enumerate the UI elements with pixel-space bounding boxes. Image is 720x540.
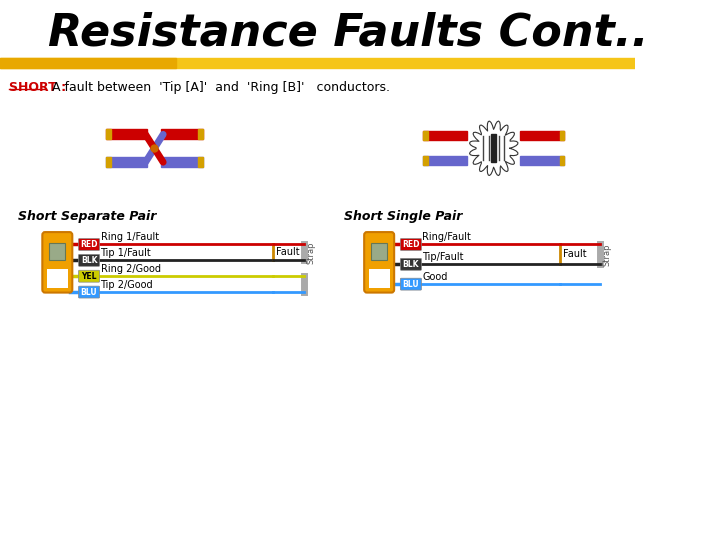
Bar — [423, 131, 428, 140]
Bar — [560, 156, 564, 165]
Text: YEL: YEL — [81, 272, 96, 281]
Text: Fault: Fault — [562, 249, 586, 259]
Bar — [106, 130, 111, 139]
FancyBboxPatch shape — [78, 239, 99, 251]
FancyBboxPatch shape — [78, 254, 99, 266]
Bar — [49, 243, 66, 260]
Bar — [423, 156, 467, 165]
Bar — [106, 157, 111, 167]
Text: Good: Good — [423, 272, 448, 282]
Text: Short Single Pair: Short Single Pair — [344, 210, 462, 222]
Bar — [521, 156, 564, 165]
Text: Strap: Strap — [307, 241, 316, 264]
Bar — [560, 131, 564, 140]
Polygon shape — [469, 121, 518, 176]
Bar — [371, 243, 387, 260]
Text: RED: RED — [402, 240, 420, 249]
Text: Tip/Fault: Tip/Fault — [423, 252, 464, 262]
Text: BLK: BLK — [402, 260, 419, 269]
FancyBboxPatch shape — [400, 239, 421, 251]
Text: Ring 2/Good: Ring 2/Good — [101, 264, 161, 274]
Bar — [47, 268, 68, 288]
Bar — [106, 157, 148, 167]
Text: Tip 2/Good: Tip 2/Good — [101, 280, 153, 290]
Text: RED: RED — [81, 240, 98, 249]
Text: BLU: BLU — [402, 280, 419, 289]
Text: Tip 1/Fault: Tip 1/Fault — [101, 248, 151, 258]
Bar — [0, 58, 176, 68]
Bar — [423, 156, 428, 165]
Text: Ring 1/Fault: Ring 1/Fault — [101, 233, 158, 242]
Bar — [491, 134, 496, 162]
Bar — [161, 157, 203, 167]
Text: A fault between  'Tip [A]'  and  'Ring [B]'   conductors.: A fault between 'Tip [A]' and 'Ring [B]'… — [48, 81, 390, 94]
FancyBboxPatch shape — [78, 270, 99, 282]
Bar — [197, 157, 203, 167]
FancyBboxPatch shape — [42, 232, 72, 293]
Bar — [161, 130, 203, 139]
Text: Short Separate Pair: Short Separate Pair — [17, 210, 156, 222]
Text: BLU: BLU — [81, 288, 97, 296]
Bar — [423, 131, 467, 140]
Bar — [106, 130, 148, 139]
Text: Resistance Faults Cont..: Resistance Faults Cont.. — [48, 11, 649, 54]
Text: Fault: Fault — [276, 247, 300, 258]
Text: Ring/Fault: Ring/Fault — [423, 233, 472, 242]
Text: BLK: BLK — [81, 256, 97, 265]
Text: SHORT :: SHORT : — [9, 81, 66, 94]
FancyBboxPatch shape — [364, 232, 394, 293]
Bar — [0, 58, 635, 68]
Text: Strap: Strap — [602, 243, 611, 266]
FancyBboxPatch shape — [400, 278, 421, 290]
FancyBboxPatch shape — [400, 258, 421, 270]
FancyBboxPatch shape — [78, 286, 99, 298]
Bar — [197, 130, 203, 139]
Bar — [521, 131, 564, 140]
Bar — [369, 268, 390, 288]
